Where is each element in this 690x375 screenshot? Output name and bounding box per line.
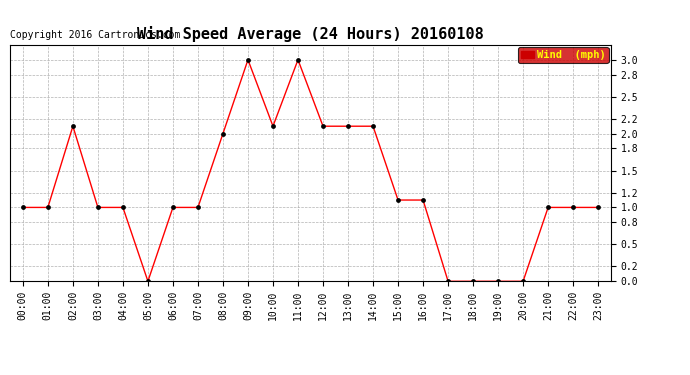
Point xyxy=(92,204,104,210)
Legend: Wind  (mph): Wind (mph) xyxy=(518,47,609,63)
Point xyxy=(442,278,453,284)
Point xyxy=(368,123,379,129)
Point xyxy=(417,197,428,203)
Point xyxy=(593,204,604,210)
Point xyxy=(168,204,179,210)
Point xyxy=(268,123,279,129)
Point xyxy=(293,57,304,63)
Point xyxy=(568,204,579,210)
Point xyxy=(468,278,479,284)
Point xyxy=(217,130,228,136)
Point xyxy=(393,197,404,203)
Point xyxy=(17,204,28,210)
Point xyxy=(518,278,529,284)
Title: Wind Speed Average (24 Hours) 20160108: Wind Speed Average (24 Hours) 20160108 xyxy=(137,27,484,42)
Point xyxy=(317,123,328,129)
Point xyxy=(68,123,79,129)
Point xyxy=(493,278,504,284)
Point xyxy=(42,204,53,210)
Text: Copyright 2016 Cartronics.com: Copyright 2016 Cartronics.com xyxy=(10,30,181,40)
Point xyxy=(142,278,153,284)
Point xyxy=(542,204,553,210)
Point xyxy=(117,204,128,210)
Point xyxy=(193,204,204,210)
Point xyxy=(342,123,353,129)
Point xyxy=(242,57,253,63)
